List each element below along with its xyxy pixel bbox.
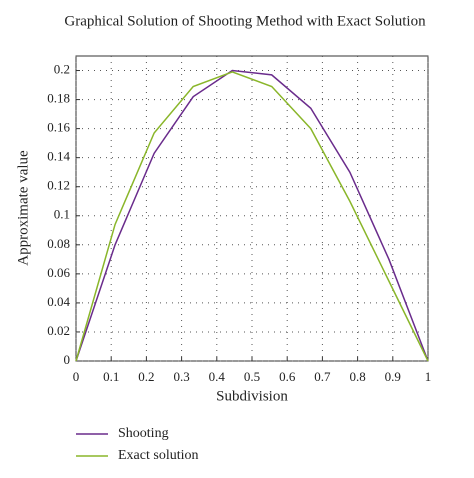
x-tick-label: 0.2 bbox=[138, 369, 154, 384]
x-tick-label: 0.7 bbox=[314, 369, 331, 384]
plot-frame bbox=[75, 55, 429, 362]
y-tick-label: 0.1 bbox=[54, 207, 70, 222]
y-tick-label: 0.02 bbox=[47, 323, 70, 338]
x-tick-label: 0.5 bbox=[244, 369, 260, 384]
y-tick-label: 0.08 bbox=[47, 236, 70, 251]
y-tick-label: 0.12 bbox=[47, 178, 70, 193]
legend-text: Exact solution bbox=[118, 448, 199, 463]
x-tick-label: 0.9 bbox=[385, 369, 401, 384]
x-tick-label: 0.8 bbox=[349, 369, 365, 384]
chart-title: Graphical Solution of Shooting Method wi… bbox=[64, 13, 426, 29]
x-tick-label: 0.4 bbox=[209, 369, 226, 384]
series-line bbox=[75, 69, 429, 362]
x-tick-label: 0 bbox=[73, 369, 80, 384]
y-tick-label: 0.04 bbox=[47, 294, 70, 309]
legend-text: Shooting bbox=[118, 426, 169, 441]
x-tick-label: 0.3 bbox=[173, 369, 189, 384]
x-axis-label: Subdivision bbox=[216, 388, 288, 404]
x-tick-label: 0.1 bbox=[103, 369, 119, 384]
x-tick-label: 0.6 bbox=[279, 369, 296, 384]
y-tick-label: 0.14 bbox=[47, 149, 70, 164]
y-tick-label: 0.2 bbox=[54, 62, 70, 77]
y-axis-label: Approximate value bbox=[15, 150, 31, 266]
y-tick-label: 0.18 bbox=[47, 91, 70, 106]
y-tick-label: 0 bbox=[64, 352, 71, 367]
series-line bbox=[75, 71, 429, 362]
x-tick-label: 1 bbox=[425, 369, 432, 384]
y-tick-label: 0.06 bbox=[47, 265, 70, 280]
y-tick-label: 0.16 bbox=[47, 120, 70, 135]
